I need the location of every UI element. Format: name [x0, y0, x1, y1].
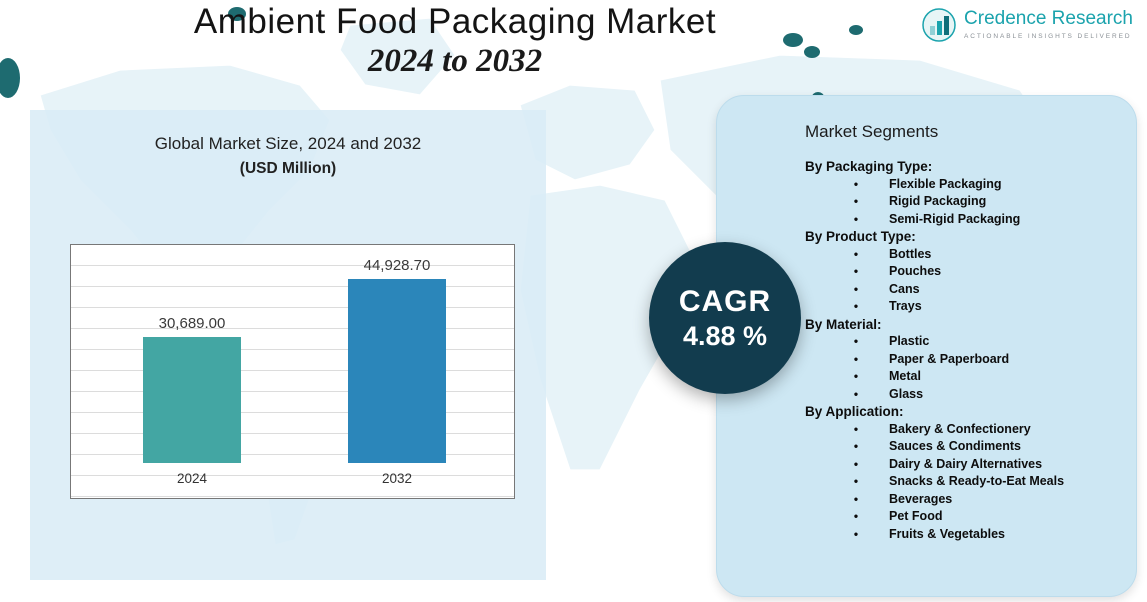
- segments-groups: By Packaging Type: • Flexible Packaging • Ri…: [805, 158, 1126, 543]
- chart-title-line2: (USD Million): [239, 159, 337, 177]
- credence-research-logo: Credence Research Actionable Insights De…: [922, 8, 1133, 42]
- cagr-value: 4.88 %: [682, 320, 768, 351]
- header: Ambient Food Packaging Market 2024 to 20…: [110, 2, 800, 80]
- segment-item: • Bakery & Confectionery: [805, 421, 1126, 439]
- segment-item: • Dairy & Dairy Alternatives: [805, 456, 1126, 474]
- segment-item: • Trays: [805, 298, 1126, 316]
- segment-item: • Snacks & Ready-to-Eat Meals: [805, 473, 1126, 491]
- bullet-icon: •: [853, 351, 859, 366]
- segment-group-label: By Material:: [805, 316, 882, 332]
- segment-item: • Pouches: [805, 263, 1126, 281]
- segment-item-label: Pouches: [889, 264, 942, 278]
- bullet-icon: •: [853, 526, 859, 541]
- segments-title: Market Segments: [805, 122, 939, 141]
- logo-text: Credence Research Actionable Insights De…: [964, 8, 1133, 40]
- segment-item: • Rigid Packaging: [805, 193, 1126, 211]
- bar-2024: [143, 337, 241, 463]
- segment-item: • Glass: [805, 386, 1126, 404]
- bar-category-label: 2032: [381, 471, 413, 486]
- chart-title: Global Market Size, 2024 and 2032 (USD M…: [30, 110, 546, 179]
- map-accent: [849, 25, 863, 35]
- bar-2032: [348, 279, 446, 463]
- segment-group-label: By Product Type:: [805, 229, 916, 244]
- segment-item-label: Bakery & Confectionery: [889, 421, 1031, 436]
- chart-title-line1: Global Market Size, 2024 and 2032: [154, 134, 422, 153]
- segment-item: • Sauces & Condiments: [805, 438, 1126, 456]
- bullet-icon: •: [853, 456, 859, 471]
- segment-item-label: Semi-Rigid Packaging: [889, 211, 1021, 226]
- bullet-icon: •: [853, 264, 859, 278]
- segment-item-label: Fruits & Vegetables: [889, 526, 1006, 541]
- logo-tagline: Actionable Insights Delivered: [964, 33, 1132, 40]
- segment-item: • Semi-Rigid Packaging: [805, 211, 1126, 229]
- segment-item-label: Sauces & Condiments: [889, 439, 1021, 453]
- segment-group-label: By Packaging Type:: [805, 159, 933, 174]
- segment-item-label: Rigid Packaging: [889, 194, 987, 208]
- logo-bars-icon: [922, 8, 956, 42]
- segment-group: By Product Type: • Bottles • Pouches • Cans • Tr…: [805, 228, 1126, 316]
- bullet-icon: •: [853, 474, 859, 488]
- bar-chart: 30,689.00 2024 44,928.70 2032: [70, 244, 515, 499]
- segment-item: • Bottles: [805, 246, 1126, 264]
- segment-item-label: Bottles: [889, 246, 932, 261]
- segment-item-label: Dairy & Dairy Alternatives: [889, 456, 1043, 471]
- segment-group: By Application: • Bakery & Confectionery • S…: [805, 403, 1126, 543]
- cagr-label: CAGR: [678, 284, 772, 318]
- segment-item: • Cans: [805, 281, 1126, 299]
- segment-item-label: Flexible Packaging: [889, 176, 1002, 191]
- bullet-icon: •: [853, 491, 859, 506]
- logo-name: Credence Research: [964, 8, 1133, 29]
- segment-item: • Paper & Paperboard: [805, 351, 1126, 369]
- segment-item: • Metal: [805, 368, 1126, 386]
- segment-item-label: Trays: [889, 299, 922, 313]
- segment-item-label: Pet Food: [889, 509, 943, 523]
- bullet-icon: •: [853, 176, 859, 191]
- segment-item-label: Beverages: [889, 491, 953, 506]
- bullet-icon: •: [853, 281, 859, 296]
- map-accent: [804, 46, 820, 58]
- segment-item: • Pet Food: [805, 508, 1126, 526]
- bar-value-label: 30,689.00: [158, 315, 226, 332]
- bullet-icon: •: [853, 439, 859, 453]
- segment-item: • Fruits & Vegetables: [805, 526, 1126, 544]
- segments-content: Market Segments By Packaging Type: • Flexi…: [717, 96, 1136, 553]
- map-accent: [783, 33, 803, 47]
- map-accent: [228, 7, 246, 21]
- bar-group-2024: 30,689.00 2024: [143, 315, 241, 486]
- bullet-icon: •: [853, 509, 859, 523]
- market-size-panel: Global Market Size, 2024 and 2032 (USD M…: [30, 110, 546, 580]
- segment-item: • Beverages: [805, 491, 1126, 509]
- segment-item-label: Plastic: [889, 334, 930, 348]
- bullet-icon: •: [853, 369, 859, 383]
- segment-item-label: Paper & Paperboard: [889, 351, 1010, 366]
- cagr-badge: CAGR 4.88 %: [649, 242, 801, 394]
- page-subtitle: 2024 to 2032: [367, 43, 543, 79]
- page-title: Ambient Food Packaging Market: [193, 2, 717, 41]
- segment-item-label: Snacks & Ready-to-Eat Meals: [889, 474, 1065, 488]
- bullet-icon: •: [853, 246, 859, 261]
- segment-item-label: Metal: [889, 369, 921, 383]
- map-accent: [0, 58, 20, 98]
- bar-category-label: 2024: [176, 471, 208, 486]
- bullet-icon: •: [853, 299, 859, 313]
- bullet-icon: •: [853, 194, 859, 208]
- bullet-icon: •: [853, 334, 859, 348]
- segment-item-label: Glass: [889, 386, 924, 401]
- bar-group-2032: 44,928.70 2032: [348, 257, 446, 486]
- bar-value-label: 44,928.70: [363, 257, 431, 274]
- segment-group: By Material: • Plastic • Paper & Paperboard •…: [805, 316, 1126, 404]
- segment-item-label: Cans: [889, 281, 920, 296]
- bullet-icon: •: [853, 386, 859, 401]
- segment-item: • Flexible Packaging: [805, 176, 1126, 194]
- bullet-icon: •: [853, 211, 859, 226]
- bullet-icon: •: [853, 421, 859, 436]
- segment-group-label: By Application:: [805, 404, 904, 419]
- segment-item: • Plastic: [805, 333, 1126, 351]
- segment-group: By Packaging Type: • Flexible Packaging • Ri…: [805, 158, 1126, 228]
- map-greenland: [339, 17, 456, 96]
